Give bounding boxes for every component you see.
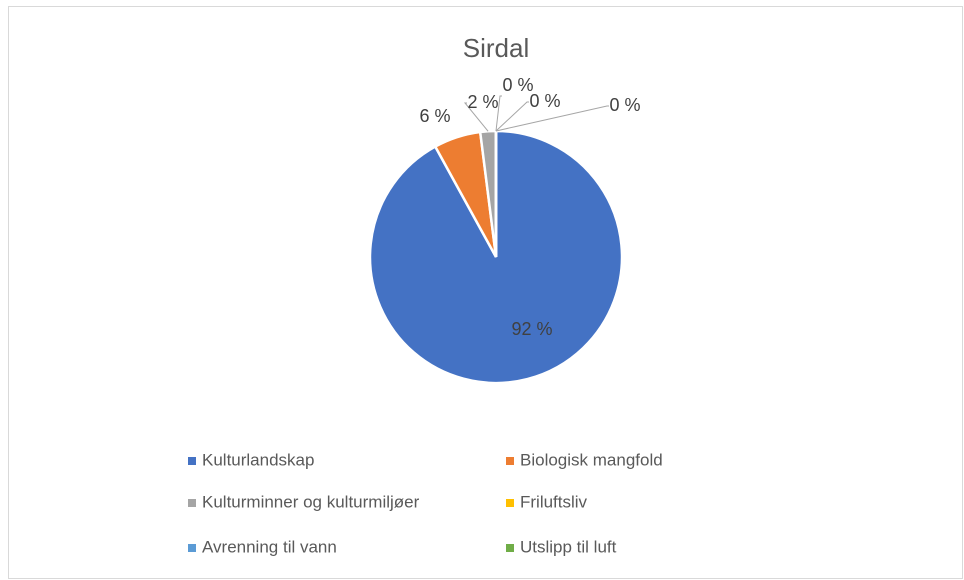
leader-line (495, 101, 529, 132)
legend-marker (506, 544, 514, 552)
legend-marker (506, 457, 514, 465)
data-label: 0 % (502, 75, 533, 95)
legend-marker (506, 499, 514, 507)
legend-marker (188, 544, 196, 552)
legend-label: Biologisk mangfold (520, 450, 663, 469)
legend-label: Friluftsliv (520, 492, 588, 511)
data-label: 2 % (467, 92, 498, 112)
leader-line (463, 102, 489, 132)
legend-marker (188, 457, 196, 465)
legend-label: Avrenning til vann (202, 537, 337, 556)
data-label: 0 % (609, 95, 640, 115)
data-label: 0 % (529, 91, 560, 111)
data-label: 6 % (419, 106, 450, 126)
legend-marker (188, 499, 196, 507)
legend-label: Kulturminner og kulturmiljøer (202, 492, 420, 511)
data-label: 92 % (511, 319, 552, 339)
leader-line (495, 95, 502, 132)
leader-line (495, 105, 609, 132)
chart-title: Sirdal (463, 33, 529, 63)
legend-label: Utslipp til luft (520, 537, 617, 556)
legend-label: Kulturlandskap (202, 450, 314, 469)
